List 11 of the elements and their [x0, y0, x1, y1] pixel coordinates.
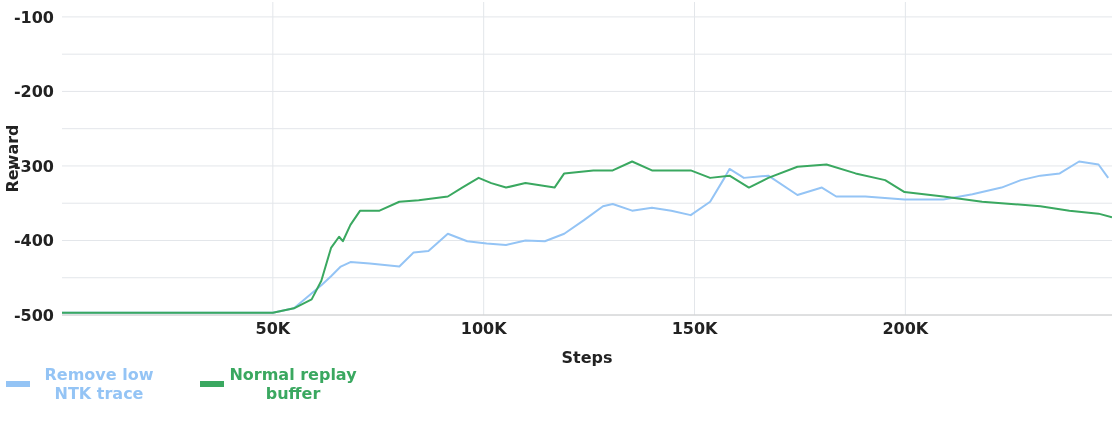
x-tick-label: 150K [671, 319, 719, 339]
x-tick-label: 100K [460, 319, 508, 339]
y-tick-label: -100 [13, 7, 54, 27]
x-tick-label: 50K [255, 319, 291, 339]
legend-label: Remove low NTK trace [43, 365, 155, 403]
x-axis-title: Steps [561, 348, 613, 367]
y-tick-label: -200 [13, 82, 54, 102]
y-tick-label: -400 [13, 231, 54, 251]
x-tick-label: 200K [882, 319, 929, 339]
y-tick-label: -500 [13, 305, 54, 325]
legend-label: Normal replay buffer [228, 365, 358, 403]
